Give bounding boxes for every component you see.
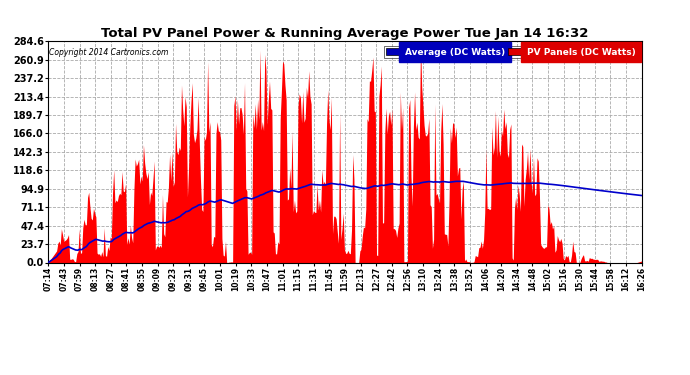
- Legend: Average (DC Watts), PV Panels (DC Watts): Average (DC Watts), PV Panels (DC Watts): [384, 46, 637, 58]
- Text: Copyright 2014 Cartronics.com: Copyright 2014 Cartronics.com: [50, 48, 169, 57]
- Title: Total PV Panel Power & Running Average Power Tue Jan 14 16:32: Total PV Panel Power & Running Average P…: [101, 27, 589, 40]
